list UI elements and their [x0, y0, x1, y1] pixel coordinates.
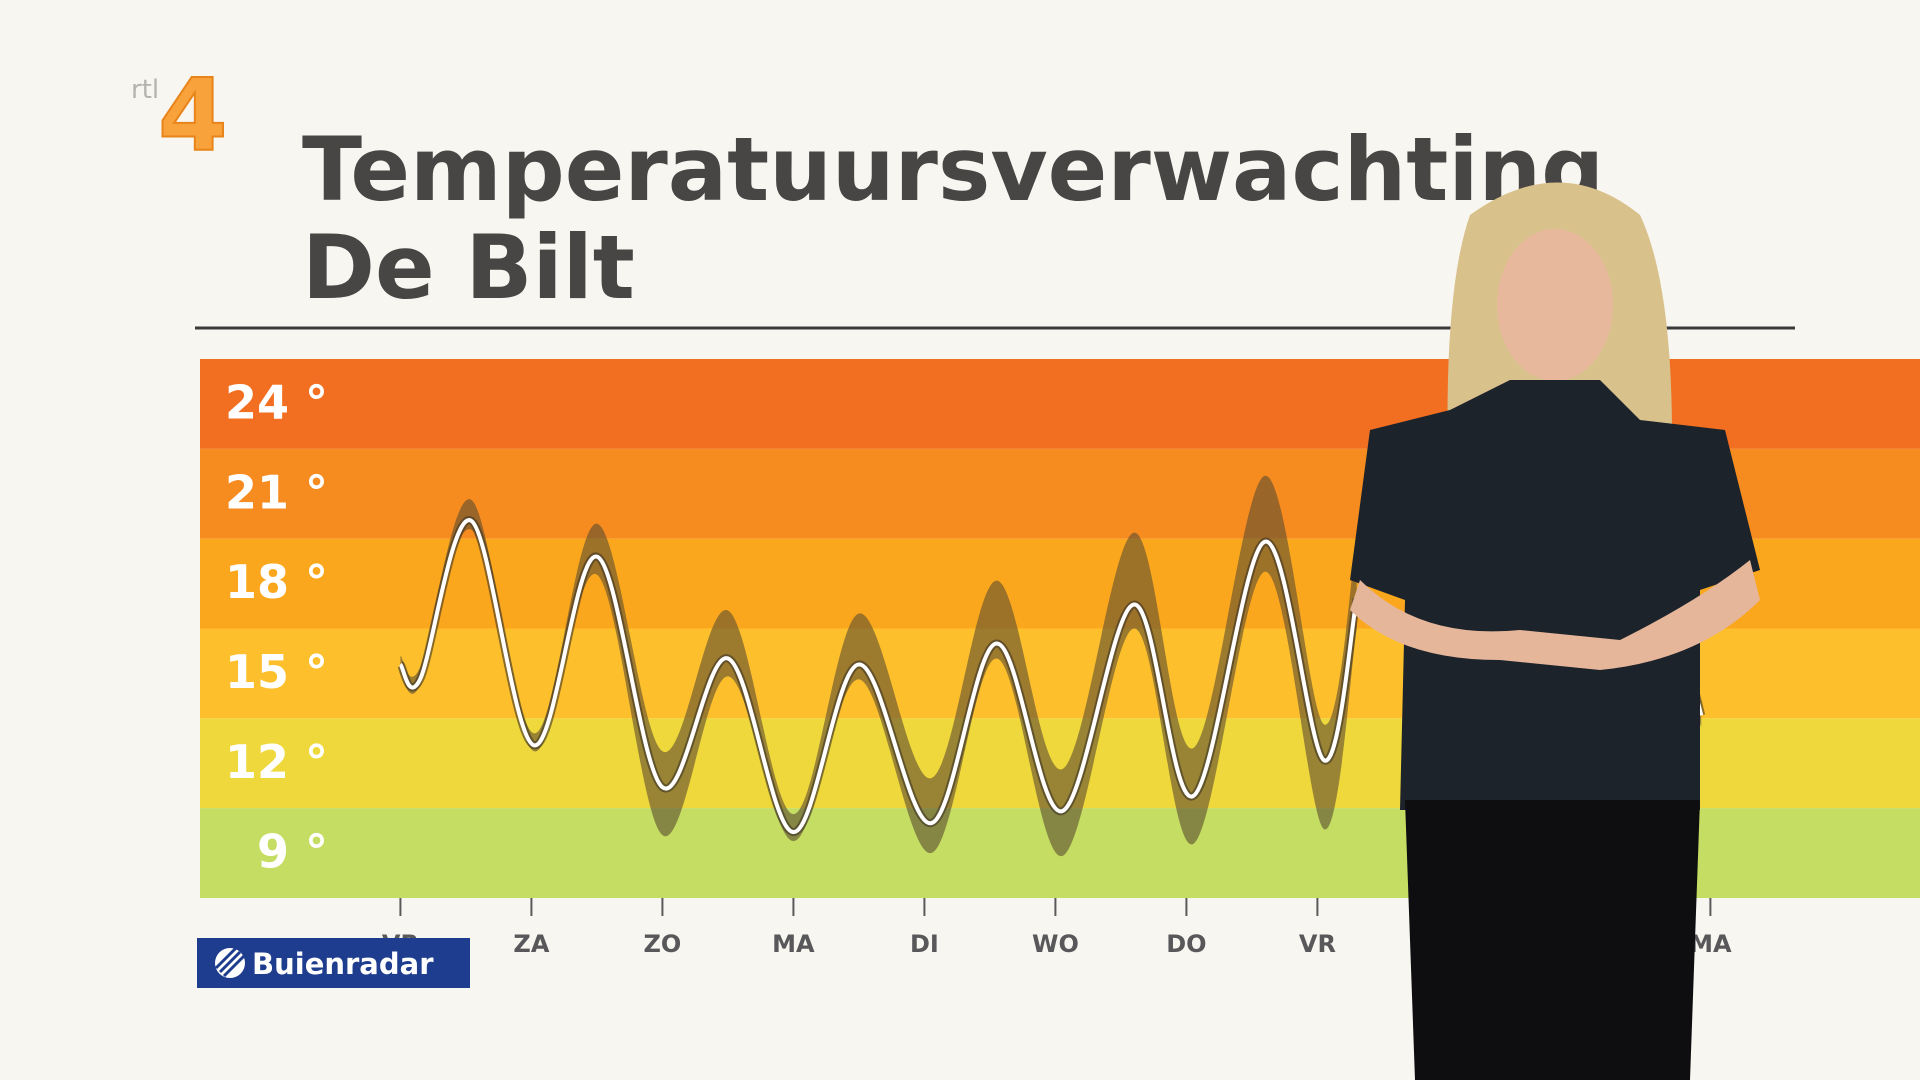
- y-tick-label: 21 °: [225, 465, 328, 519]
- presenter-pants: [1405, 800, 1700, 1080]
- y-tick-label: 12 °: [225, 735, 328, 789]
- x-tick-label: VR: [1299, 930, 1336, 958]
- y-tick-label: 24 °: [225, 375, 328, 429]
- x-tick-label: ZO: [644, 930, 682, 958]
- badge-icon-lines: [214, 946, 246, 978]
- presenter-arms: [1350, 560, 1760, 670]
- chart-title: Temperatuursverwachting: [302, 118, 1604, 221]
- uncertainty-band: [400, 475, 1702, 857]
- y-tick-label: 18 °: [225, 555, 328, 609]
- x-tick-label: MA: [1689, 930, 1732, 958]
- chart-subtitle: De Bilt: [302, 216, 635, 319]
- presenter-top: [1350, 380, 1760, 810]
- logo-number: 4: [158, 57, 228, 174]
- x-tick-label: WO: [1032, 930, 1079, 958]
- x-tick-label: DO: [1166, 930, 1206, 958]
- y-tick-label: 9 °: [257, 825, 328, 879]
- logo-brand: rtl: [131, 75, 159, 105]
- y-tick-label: 15 °: [225, 645, 328, 699]
- badge-text: Buienradar: [252, 947, 434, 981]
- x-tick-label: DI: [910, 930, 939, 958]
- presenter: [1350, 182, 1760, 1080]
- x-tick-label: MA: [772, 930, 815, 958]
- x-tick-label: ZA: [513, 930, 549, 958]
- presenter-face: [1497, 229, 1613, 381]
